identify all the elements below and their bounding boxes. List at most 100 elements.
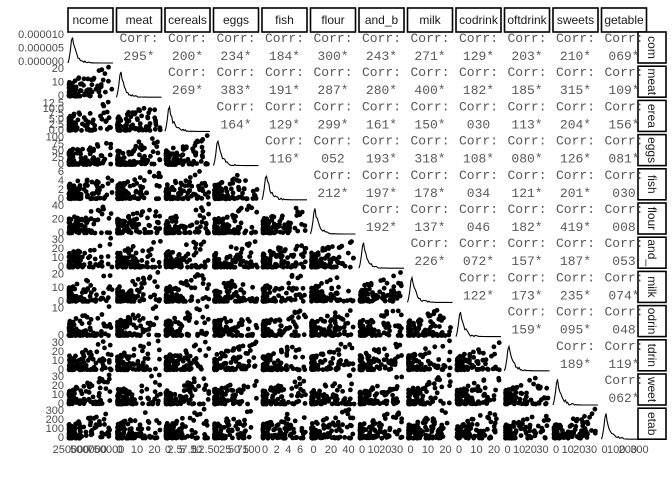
scatter-point [376, 329, 381, 334]
panel-cereals-fish: Corr:129* [265, 100, 304, 131]
scatter-point [168, 401, 174, 407]
scatter-point [169, 326, 175, 332]
scatter-point [239, 317, 244, 323]
scatter-point [103, 386, 109, 391]
scatter-point [357, 333, 363, 338]
scatter-point [310, 297, 316, 303]
scatter-point [93, 399, 98, 405]
scatter-point [92, 218, 98, 223]
scatter-point [326, 396, 332, 402]
scatter-point [99, 211, 105, 217]
scatter-point [152, 279, 158, 284]
right-strip-meat: meat [637, 65, 667, 98]
panel-softdrink-bread_and_b [357, 341, 404, 373]
scatter-point [175, 399, 181, 405]
scatter-point [263, 395, 269, 401]
scatter-point [153, 297, 159, 302]
right-strip-milk: milk [637, 270, 667, 304]
scatter-point [241, 290, 247, 296]
panel-income-vegetable: Corr:069* [604, 32, 643, 63]
scatter-point [101, 321, 107, 327]
scatter-point [335, 347, 341, 353]
scatter-point [285, 255, 290, 260]
scatter-point [105, 181, 111, 187]
scatter-point [300, 264, 306, 270]
corr-label: Corr: [507, 31, 546, 46]
scatter-point [231, 227, 237, 233]
scatter-point [264, 216, 270, 222]
corr-value: 400* [414, 83, 445, 98]
scatter-point [320, 264, 326, 269]
scatter-point [146, 332, 152, 338]
scatter-point [339, 243, 345, 249]
corr-value: 184* [269, 49, 300, 64]
scatter-point [67, 298, 73, 304]
corr-value: 201* [560, 186, 591, 201]
scatter-point [120, 218, 126, 224]
scatter-point [358, 298, 363, 304]
corr-value: 109* [608, 83, 639, 98]
panel-milk-meat [115, 270, 163, 304]
strip-label: milk [645, 276, 659, 298]
scatter-point [456, 355, 462, 361]
scatter-point [218, 363, 223, 368]
scatter-point [128, 253, 134, 259]
scatter-point [92, 230, 98, 236]
scatter-point [406, 319, 412, 325]
scatter-point [309, 354, 315, 359]
scatter-point [336, 284, 341, 290]
strip-label: oftdrink [507, 13, 547, 27]
panel-flour-sweets: Corr:419* [556, 203, 595, 234]
scatter-point [262, 286, 267, 291]
scatter-point [200, 149, 206, 155]
scatter-point [99, 312, 105, 317]
scatter-point [88, 399, 93, 405]
scatter-point [387, 328, 392, 334]
scatter-point [283, 247, 288, 252]
scatter-point [474, 359, 480, 364]
scatter-point [223, 392, 228, 397]
strip-box [637, 31, 667, 64]
scatter-point [148, 322, 153, 328]
scatter-point [72, 250, 77, 256]
scatter-point [212, 399, 218, 405]
scatter-point [115, 188, 121, 194]
scatter-point [334, 387, 340, 393]
scatter-point [347, 308, 353, 313]
panel-cocodrink-milk [406, 307, 453, 338]
scatter-point [87, 87, 93, 93]
scatter-point [336, 314, 342, 320]
strip-box [637, 65, 667, 98]
scatter-point [359, 287, 365, 293]
scatter-point [187, 230, 193, 236]
scatter-point [382, 346, 387, 352]
scatter-point [322, 357, 328, 363]
scatter-point [132, 282, 138, 287]
scatter-point [184, 242, 189, 248]
scatter-point [382, 364, 388, 370]
strip-box [552, 7, 599, 33]
scatter-point [151, 173, 157, 179]
scatter-point [167, 390, 173, 396]
scatter-point [240, 190, 245, 196]
scatter-point [262, 224, 267, 230]
scatter-point [98, 378, 104, 384]
scatter-point [324, 253, 330, 259]
corr-value: 226* [414, 254, 445, 269]
scatter-point [378, 278, 384, 283]
scatter-point [124, 127, 130, 133]
panel-milk-flour [309, 275, 356, 304]
scatter-point [147, 367, 153, 373]
scatter-point [92, 161, 98, 167]
scatter-point [68, 294, 73, 300]
scatter-point [300, 285, 306, 291]
scatter-point [224, 319, 230, 325]
scatter-point [88, 290, 94, 295]
scatter-point [158, 238, 163, 244]
scatter-point [297, 375, 302, 381]
scatter-point [89, 191, 95, 197]
scatter-point [447, 365, 453, 371]
scatter-point [221, 280, 227, 286]
scatter-point [384, 280, 390, 286]
scatter-point [293, 354, 298, 360]
